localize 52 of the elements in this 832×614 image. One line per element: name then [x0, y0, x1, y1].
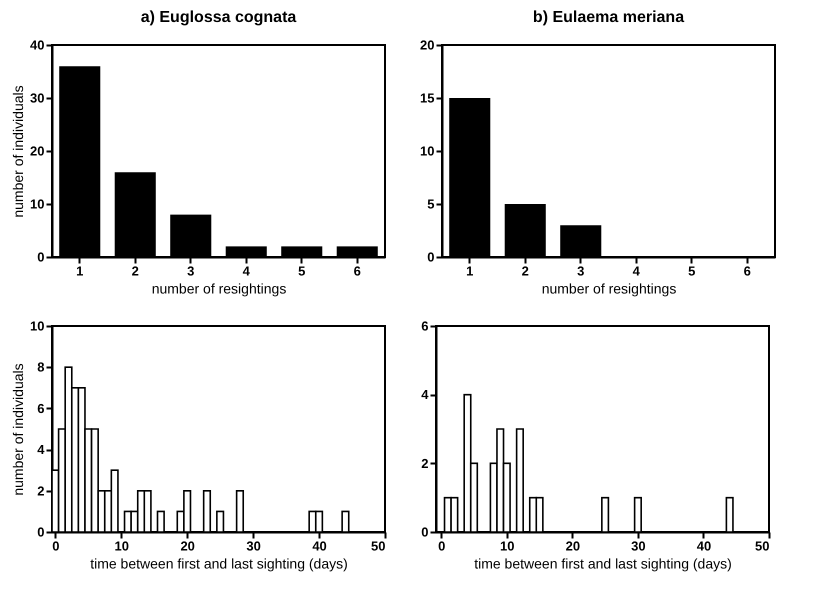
- x-axis-title: number of resightings: [152, 280, 286, 296]
- y-tick-label: 40: [30, 38, 44, 52]
- x-tick-label: 5: [688, 264, 696, 278]
- y-tick-label: 5: [427, 196, 434, 212]
- y-tick-label: 4: [421, 387, 430, 402]
- x-tick-label: 20: [180, 538, 195, 554]
- x-tick-label: 2: [132, 264, 139, 278]
- y-tick-label: 10: [30, 196, 44, 212]
- x-tick-label: 6: [354, 264, 361, 278]
- y-tick-label: 2: [37, 483, 44, 498]
- x-tick-label: 3: [577, 264, 584, 278]
- y-tick-label: 6: [421, 318, 428, 334]
- x-tick-label: 30: [631, 538, 646, 554]
- x-tick-label: 30: [246, 538, 261, 554]
- chart-title: a) Euglossa cognata: [140, 9, 296, 26]
- y-tick-label: 0: [37, 250, 44, 264]
- x-tick-label: 0: [438, 538, 446, 554]
- x-tick-label: 4: [632, 264, 641, 278]
- y-tick-label: 8: [37, 360, 44, 375]
- x-tick-label: 3: [187, 264, 194, 278]
- x-axis-title: number of resightings: [542, 280, 676, 296]
- x-tick-label: 1: [76, 264, 84, 278]
- y-tick-label: 10: [420, 144, 434, 158]
- y-tick-label: 4: [37, 442, 46, 458]
- y-tick-label: 10: [30, 318, 44, 334]
- y-tick-label: 15: [420, 90, 434, 106]
- y-tick-label: 2: [421, 456, 428, 471]
- y-axis-title: number of individuals: [10, 85, 26, 218]
- x-tick-label: 4: [242, 264, 251, 278]
- y-tick-label: 0: [37, 524, 44, 540]
- x-tick-label: 1: [466, 264, 474, 278]
- y-tick-label: 30: [30, 90, 44, 106]
- x-axis-title: time between first and last sighting (days): [90, 556, 348, 572]
- y-tick-label: 6: [37, 400, 44, 416]
- x-tick-label: 0: [52, 538, 60, 554]
- chart-title: b) Eulaema meriana: [532, 9, 684, 26]
- x-tick-label: 6: [744, 264, 751, 278]
- x-tick-label: 50: [755, 538, 770, 554]
- x-tick-label: 40: [696, 538, 712, 554]
- x-tick-label: 10: [114, 538, 129, 554]
- y-tick-label: 20: [420, 38, 434, 52]
- x-tick-label: 20: [566, 538, 580, 554]
- x-tick-label: 2: [522, 264, 529, 278]
- y-tick-label: 0: [427, 250, 434, 264]
- y-tick-label: 0: [421, 524, 428, 540]
- y-axis-title: number of individuals: [10, 363, 26, 496]
- x-tick-label: 10: [500, 538, 515, 554]
- y-tick-label: 20: [30, 144, 44, 158]
- x-tick-label: 50: [371, 538, 386, 554]
- x-tick-label: 5: [298, 264, 306, 278]
- x-axis-title: time between first and last sighting (days): [474, 556, 732, 572]
- x-tick-label: 40: [312, 538, 327, 554]
